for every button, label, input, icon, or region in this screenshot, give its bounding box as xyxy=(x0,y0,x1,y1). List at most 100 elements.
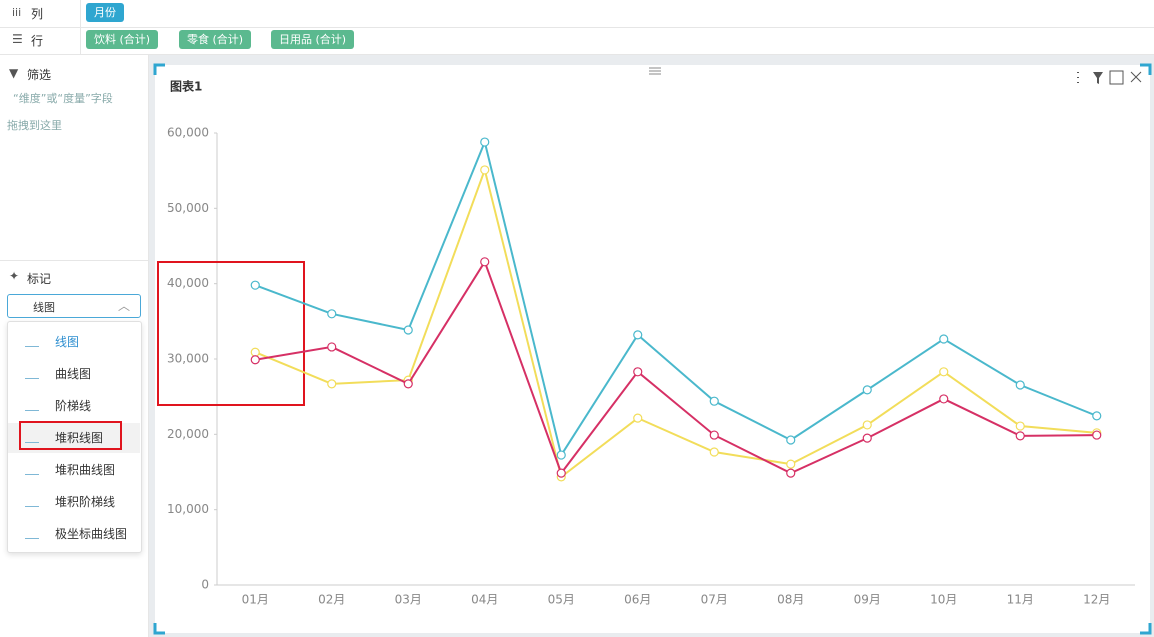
x-tick-label: 01月 xyxy=(242,593,269,607)
x-tick-label: 08月 xyxy=(777,593,804,607)
point xyxy=(862,420,872,430)
point xyxy=(556,450,566,460)
point xyxy=(403,325,413,335)
y-tick-label: 50,000 xyxy=(167,201,209,215)
option[interactable]: 极坐标曲线图 xyxy=(8,519,140,549)
option-text: 堆积线图 xyxy=(55,431,104,445)
option-text: 堆积曲线图 xyxy=(55,463,116,477)
chart-title: 图表1 xyxy=(170,79,202,94)
option[interactable]: 线图 xyxy=(8,327,140,357)
marks-select[interactable]: 线图 ︿ xyxy=(7,294,141,318)
divider xyxy=(0,260,148,261)
point xyxy=(786,435,796,445)
y-tick-label: 0 xyxy=(201,578,209,592)
x-tick-label: 03月 xyxy=(395,593,422,607)
x-tick-label: 12月 xyxy=(1083,593,1110,607)
point xyxy=(1092,430,1102,440)
divider xyxy=(80,0,81,54)
field-pill[interactable]: 饮料 (合计) xyxy=(86,30,159,49)
point xyxy=(633,367,643,377)
point xyxy=(327,342,337,352)
y-tick-label: 40,000 xyxy=(167,276,209,290)
point xyxy=(862,433,872,443)
y-tick-label: 20,000 xyxy=(167,427,209,441)
point xyxy=(786,468,796,478)
drag-handle[interactable] xyxy=(649,67,661,75)
point xyxy=(327,379,337,389)
columns-bar: iii 列 月份 xyxy=(0,0,1154,54)
select-text: 线图 xyxy=(33,301,55,314)
marks-title: 标记 xyxy=(27,272,52,286)
option[interactable]: 堆积曲线图 xyxy=(8,455,140,485)
x-tick-label: 09月 xyxy=(854,593,881,607)
x-tick-label: 05月 xyxy=(548,593,575,607)
point xyxy=(786,459,796,469)
point xyxy=(1015,380,1025,390)
maximize-button[interactable] xyxy=(1109,70,1124,85)
x-tick-label: 11月 xyxy=(1007,593,1034,607)
option-text: 曲线图 xyxy=(55,367,92,381)
filter-hint: “维度”或“度量”字段 xyxy=(13,92,113,105)
point xyxy=(1015,431,1025,441)
highlight-box xyxy=(19,421,122,450)
filter-drop: 拖拽到这里 xyxy=(7,119,62,132)
point xyxy=(709,396,719,406)
option[interactable]: 曲线图 xyxy=(8,359,140,389)
y-tick-label: 30,000 xyxy=(167,352,209,366)
x-tick-label: 06月 xyxy=(624,593,651,607)
point xyxy=(939,394,949,404)
resize-corners xyxy=(153,63,1152,635)
series-line xyxy=(254,166,1097,479)
field-pill[interactable]: 日用品 (合计) xyxy=(271,30,355,49)
highlight-box xyxy=(157,261,305,406)
point xyxy=(556,468,566,478)
point xyxy=(480,137,490,147)
point xyxy=(633,413,643,423)
rows-bar: ☰ 行 饮料 (合计) 零食 (合计) 日用品 (合计) xyxy=(0,27,1154,55)
point xyxy=(1015,421,1025,431)
icon: ☰ xyxy=(12,32,23,46)
option-text: 阶梯线 xyxy=(55,399,92,413)
x-tick-label: 04月 xyxy=(471,593,498,607)
point xyxy=(709,447,719,457)
point xyxy=(480,165,490,175)
close-button[interactable] xyxy=(1130,71,1142,83)
x-tick-label: 07月 xyxy=(701,593,728,607)
option-text: 极坐标曲线图 xyxy=(55,527,128,541)
caret: ︿ xyxy=(118,299,131,313)
point xyxy=(250,280,260,290)
point xyxy=(939,334,949,344)
point xyxy=(250,347,260,357)
point xyxy=(403,379,413,389)
label: 列 xyxy=(31,7,44,21)
icon: iii xyxy=(12,6,22,19)
pin-icon: ✦ xyxy=(9,269,20,283)
option[interactable]: 阶梯线 xyxy=(8,391,140,421)
point xyxy=(1092,411,1102,421)
field-pill[interactable]: 零食 (合计) xyxy=(179,30,252,49)
option-text: 堆积阶梯线 xyxy=(55,495,116,509)
filter-icon: ▼ xyxy=(9,66,19,80)
field-pill[interactable]: 月份 xyxy=(86,3,124,22)
point xyxy=(480,257,490,267)
point xyxy=(862,385,872,395)
label: 行 xyxy=(31,34,44,48)
point xyxy=(709,430,719,440)
filter-button[interactable] xyxy=(1093,72,1103,84)
y-tick-label: 10,000 xyxy=(167,502,209,516)
option[interactable]: 堆积阶梯线 xyxy=(8,487,140,517)
point xyxy=(250,355,260,365)
point xyxy=(939,367,949,377)
x-tick-label: 10月 xyxy=(930,593,957,607)
point xyxy=(633,330,643,340)
point xyxy=(327,309,337,319)
filter-title: 筛选 xyxy=(27,68,52,82)
x-tick-label: 02月 xyxy=(318,593,345,607)
y-tick-label: 60,000 xyxy=(167,126,209,140)
side-panel: ▼ 筛选 “维度”或“度量”字段 拖拽到这里 ✦ 标记 线图 ︿ 线图 曲线图 … xyxy=(0,55,149,637)
series-line xyxy=(254,138,1098,458)
option-text: 线图 xyxy=(55,335,80,349)
series-line xyxy=(255,259,1097,476)
